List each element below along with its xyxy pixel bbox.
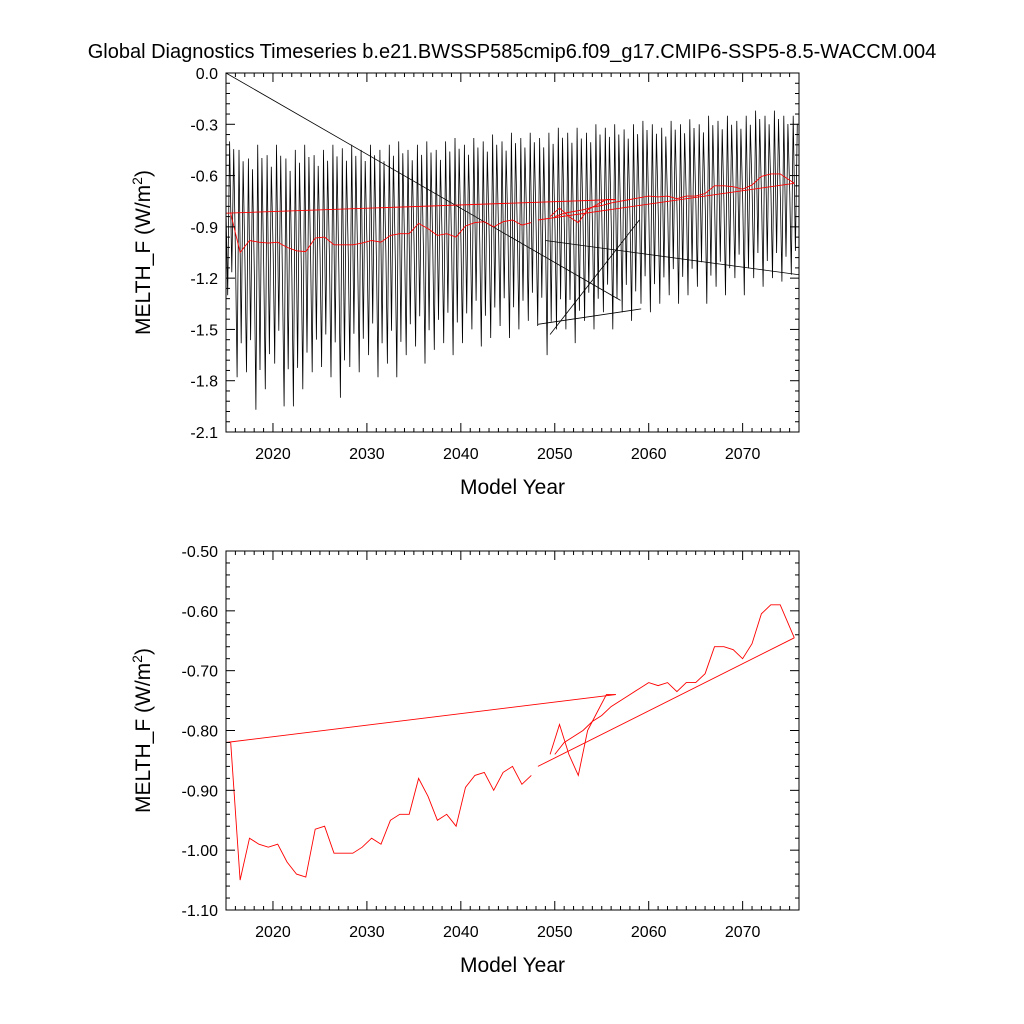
y-tick-label: -0.50 bbox=[182, 544, 219, 561]
chart-title: Global Diagnostics Timeseries b.e21.BWSS… bbox=[88, 41, 937, 63]
annual-series-line bbox=[230, 742, 532, 881]
monthly-wrap-line bbox=[537, 308, 642, 325]
annual-series-line bbox=[549, 199, 616, 224]
y-tick-label: -0.80 bbox=[182, 724, 219, 741]
y-tick-label: -0.70 bbox=[182, 664, 219, 681]
y-tick-label: -1.5 bbox=[190, 322, 218, 339]
bottom-panel: 2020 2030 2040 2050 2060 2070 -0.50 -0.60 -0.70 -… bbox=[129, 544, 800, 977]
y-axis-label-main: MELTH_F (W/m bbox=[132, 663, 155, 813]
y-axis-label: MELTH_F (W/m2) bbox=[129, 648, 155, 813]
top-panel: 2020 2030 2040 2050 2060 2070 0.0 -0.3 -0.6 -0.9 -… bbox=[129, 66, 800, 499]
y-axis-label: MELTH_F (W/m2) bbox=[129, 170, 155, 335]
y-tick-label: -0.9 bbox=[190, 220, 218, 237]
y-tick-label: -0.3 bbox=[190, 117, 218, 134]
plot-frame bbox=[225, 72, 800, 433]
x-tick-label: 2020 bbox=[255, 924, 291, 941]
x-tick-label: 2040 bbox=[443, 924, 479, 941]
y-tick-label: -1.2 bbox=[190, 271, 218, 288]
y-tick-label: -1.10 bbox=[182, 903, 219, 920]
y-tick-label: -0.60 bbox=[182, 604, 219, 621]
x-tick-label: 2060 bbox=[631, 446, 667, 463]
monthly-wrap-line bbox=[545, 240, 799, 276]
x-tick-label: 2050 bbox=[537, 446, 573, 463]
plot-area bbox=[226, 73, 799, 410]
y-tick-label: -2.1 bbox=[190, 425, 218, 442]
annual-series-line bbox=[554, 173, 795, 218]
y-tick-label: -0.6 bbox=[190, 169, 218, 186]
x-axis-label: Model Year bbox=[460, 954, 565, 977]
x-tick-label: 2020 bbox=[255, 446, 291, 463]
y-tick-label: -1.8 bbox=[190, 374, 218, 391]
x-tick-label: 2050 bbox=[537, 924, 573, 941]
annual-series-line bbox=[554, 604, 795, 755]
annual-series-line bbox=[230, 213, 532, 254]
y-tick-label: 0.0 bbox=[196, 66, 218, 83]
y-axis-label-main: MELTH_F (W/m bbox=[132, 185, 155, 335]
x-tick-label: 2040 bbox=[443, 446, 479, 463]
annual-series-line bbox=[537, 637, 795, 767]
plot-area bbox=[226, 604, 795, 881]
y-axis-label-superscript: 2 bbox=[129, 177, 145, 185]
x-axis-label: Model Year bbox=[460, 476, 565, 499]
y-axis-label-superscript: 2 bbox=[129, 655, 145, 663]
annual-series-line bbox=[549, 694, 616, 777]
monthly-series-line bbox=[226, 110, 798, 410]
plot-frame bbox=[225, 550, 800, 911]
y-tick-label: -1.00 bbox=[182, 843, 219, 860]
y-axis-label-tail: ) bbox=[132, 170, 155, 177]
x-tick-label: 2060 bbox=[631, 924, 667, 941]
annual-series-line bbox=[226, 199, 616, 214]
x-tick-label: 2030 bbox=[349, 446, 385, 463]
monthly-wrap-line bbox=[226, 73, 621, 301]
x-tick-label: 2030 bbox=[349, 924, 385, 941]
y-axis-label-tail: ) bbox=[132, 648, 155, 655]
x-tick-label: 2070 bbox=[725, 446, 761, 463]
monthly-wrap-line bbox=[549, 219, 640, 335]
y-tick-label: -0.90 bbox=[182, 783, 219, 800]
annual-series-line bbox=[537, 182, 795, 221]
annual-series-line bbox=[226, 694, 616, 743]
x-tick-label: 2070 bbox=[725, 924, 761, 941]
